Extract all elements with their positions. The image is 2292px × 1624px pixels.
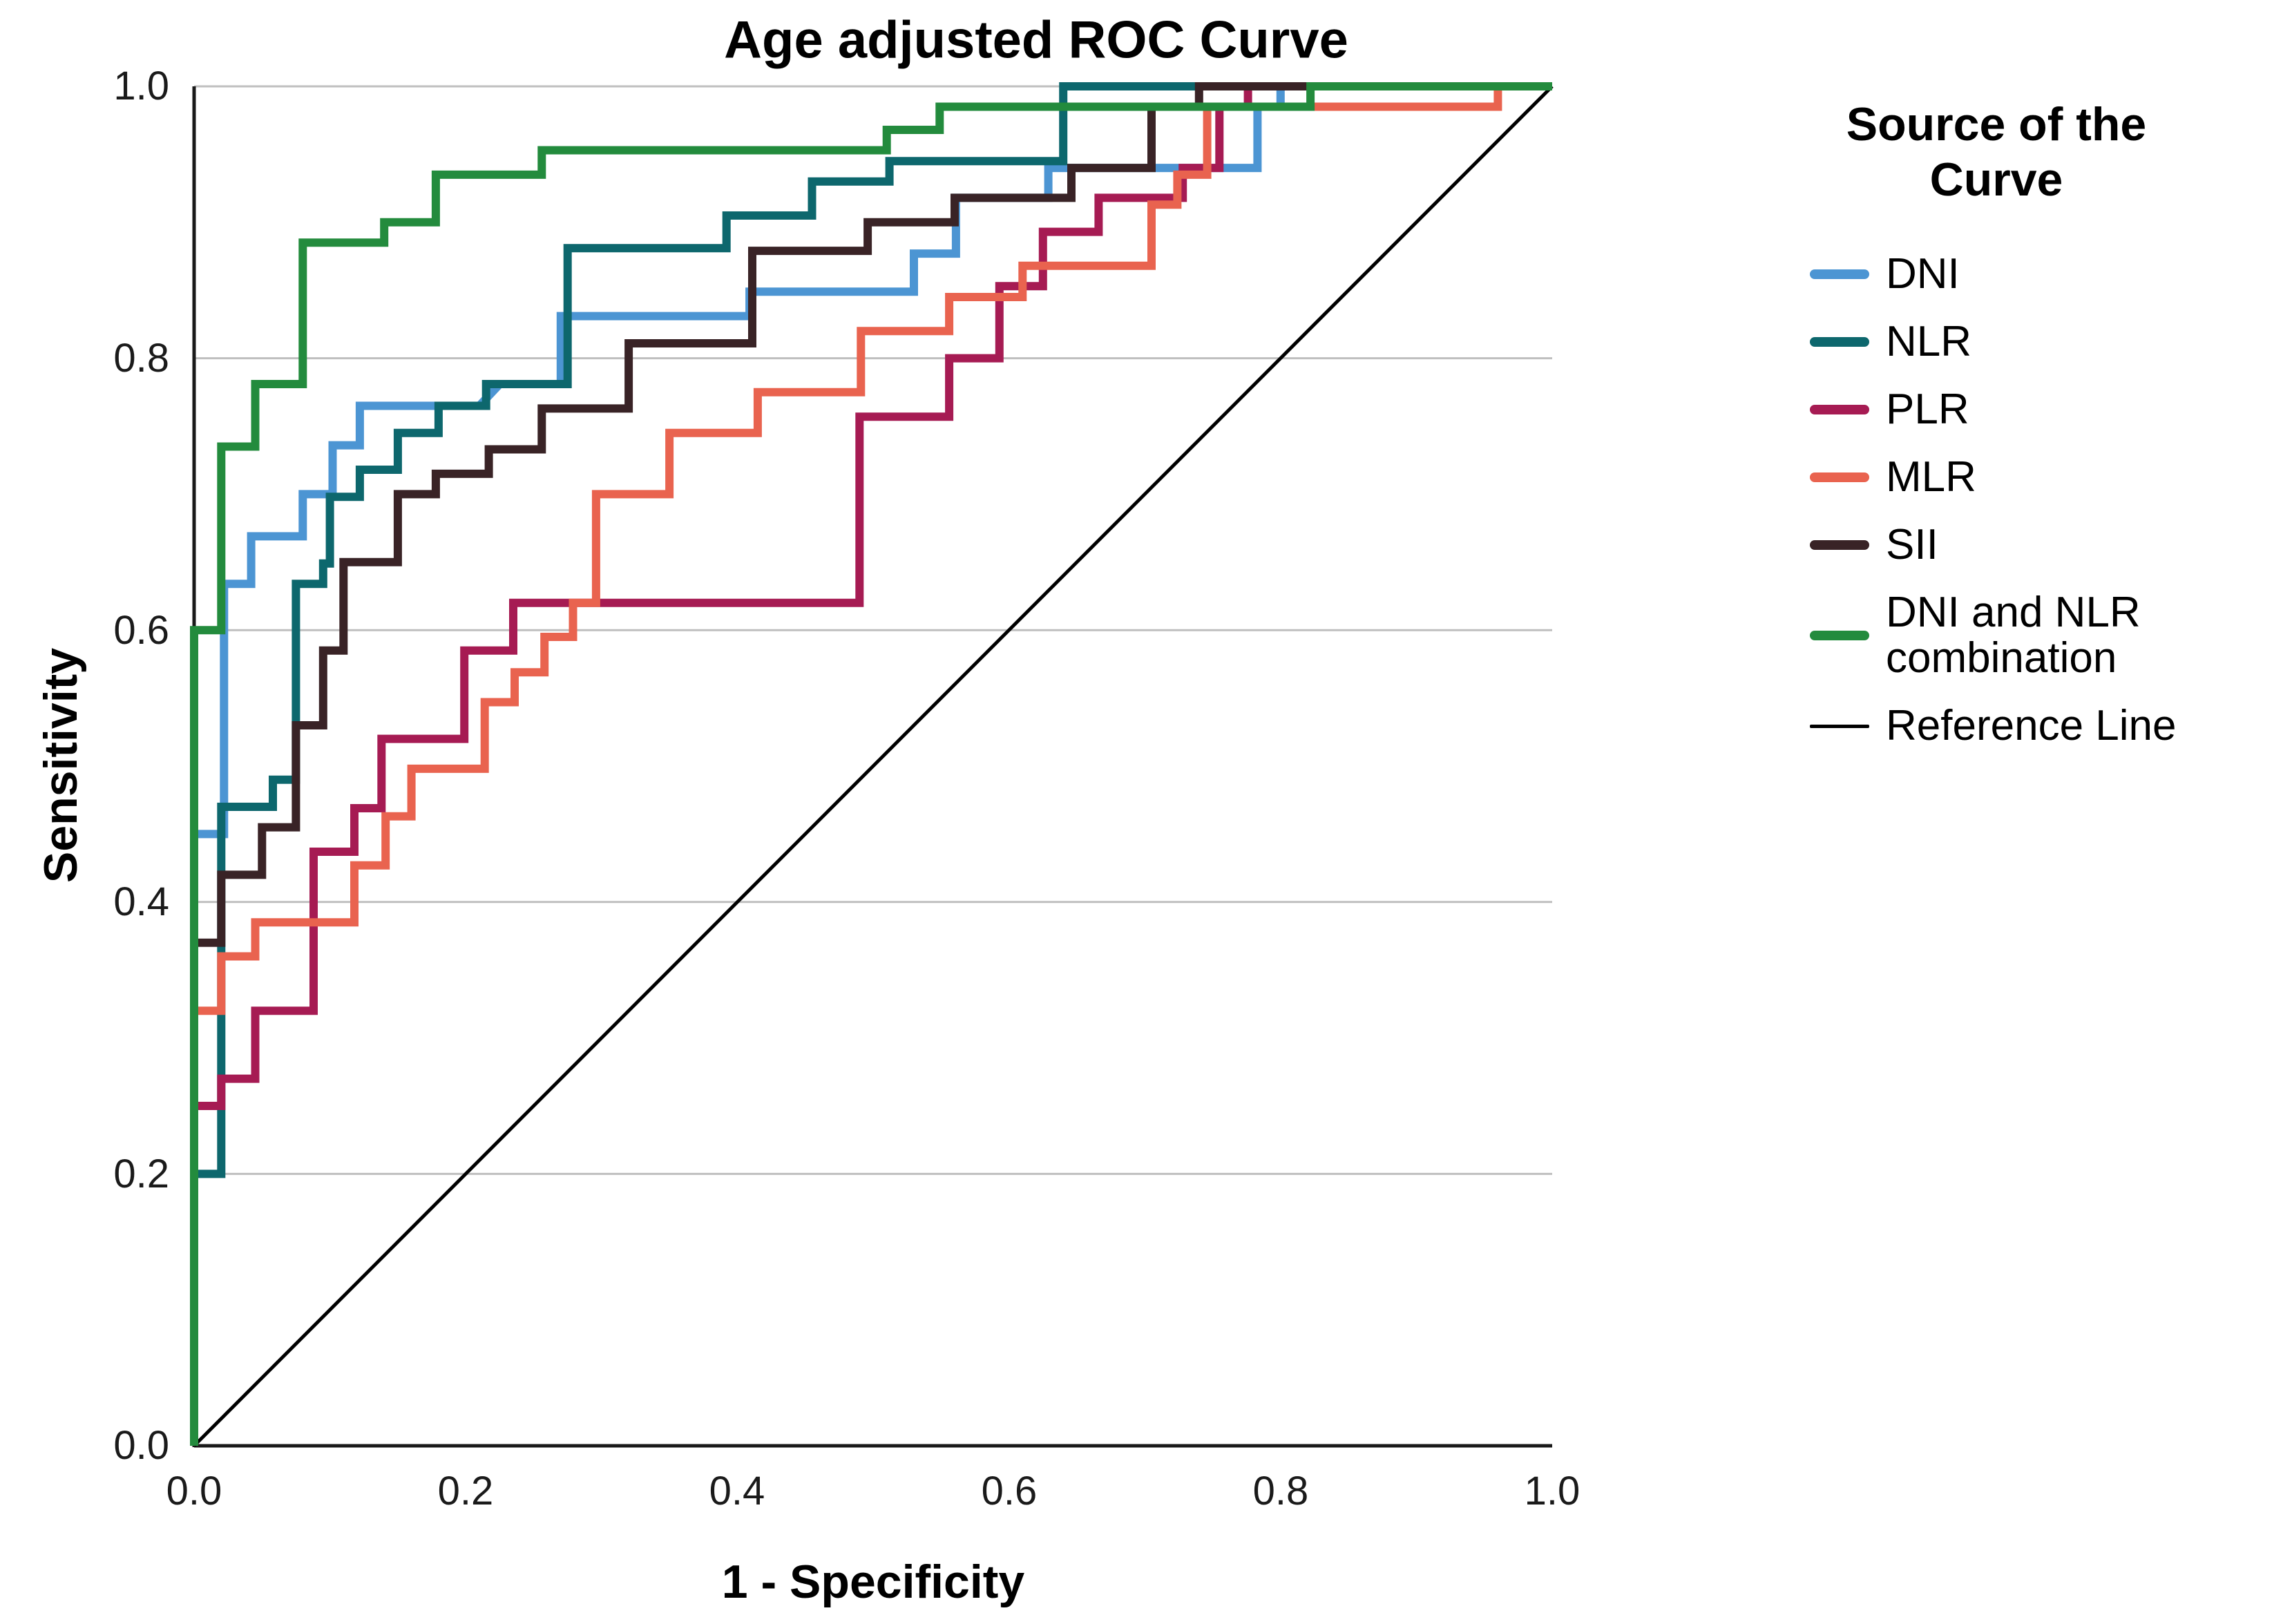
curve-sii	[190, 82, 1552, 1446]
x-tick-label: 1.0	[1524, 1469, 1580, 1513]
legend: Source of the Curve DNI NLR PLR MLR SII …	[1810, 97, 2224, 771]
reference-line-icon	[1810, 724, 1869, 728]
combination-line-icon	[1810, 631, 1869, 640]
legend-item-dni: DNI	[1810, 251, 2224, 297]
chart-title: Age adjusted ROC Curve	[724, 10, 1348, 70]
y-tick-label: 0.2	[113, 1152, 169, 1196]
legend-item-label: MLR	[1886, 453, 1976, 501]
legend-title: Source of the Curve	[1846, 98, 2147, 206]
y-axis-title: Sensitivity	[35, 647, 87, 883]
legend-item-sii: SII	[1810, 522, 2224, 568]
legend-item-mlr: MLR	[1810, 455, 2224, 500]
dni-line-icon	[1810, 269, 1869, 279]
x-tick-label: 0.8	[1252, 1469, 1309, 1513]
legend-item-label: Reference Line	[1886, 702, 2177, 749]
y-tick-label: 1.0	[113, 64, 169, 108]
y-tick-label: 0.6	[113, 608, 169, 653]
x-tick-label: 0.2	[437, 1469, 494, 1513]
legend-item-plr: PLR	[1810, 387, 2224, 432]
x-tick-label: 0.6	[981, 1469, 1038, 1513]
legend-item-reference-line: Reference Line	[1810, 703, 2224, 749]
curve-nlr	[190, 82, 1552, 1446]
curve-mlr	[190, 82, 1552, 1446]
y-tick-label: 0.4	[113, 879, 169, 924]
legend-item-label: PLR	[1886, 385, 1969, 433]
legend-item-label: DNI	[1886, 250, 1960, 298]
legend-item-nlr: NLR	[1810, 319, 2224, 365]
mlr-line-icon	[1810, 472, 1869, 482]
curve-dni-and-nlr-combination	[190, 82, 1552, 1446]
y-tick-label: 0.8	[113, 336, 169, 381]
plr-line-icon	[1810, 405, 1869, 414]
curve-reference-line	[193, 85, 1554, 1447]
y-tick-label: 0.0	[113, 1423, 169, 1468]
nlr-line-icon	[1810, 337, 1869, 347]
legend-item-label: DNI and NLR combination	[1886, 589, 2141, 682]
x-tick-label: 0.4	[709, 1469, 765, 1513]
x-axis-title: 1 - Specificity	[721, 1556, 1025, 1608]
sii-line-icon	[1810, 540, 1869, 550]
legend-item-label: NLR	[1886, 318, 1972, 365]
legend-item-label: SII	[1886, 521, 1938, 569]
x-tick-label: 0.0	[166, 1469, 222, 1513]
legend-item-dni-nlr-combination: DNI and NLR combination	[1810, 590, 2224, 681]
